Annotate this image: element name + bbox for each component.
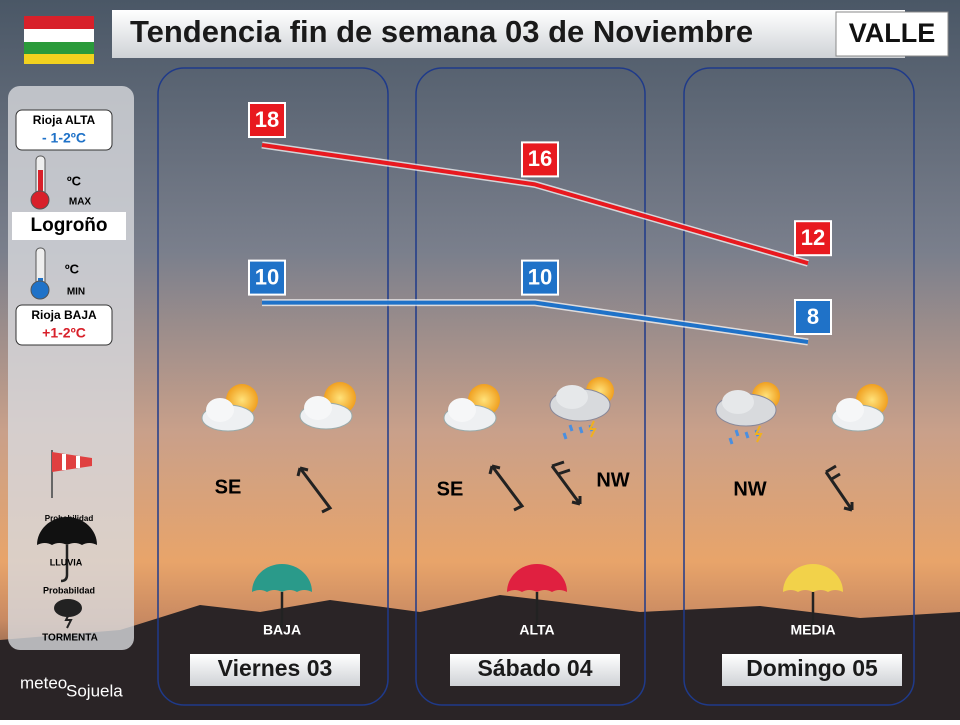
temperature-line — [262, 300, 809, 344]
day-name: Sábado 04 — [477, 655, 592, 681]
storm-prob-label: Probabildad — [43, 585, 95, 595]
temperature-chart: 18 16 12 10 10 8 — [248, 102, 832, 346]
value-label: 12 — [801, 225, 825, 250]
wind-arrow — [296, 466, 333, 514]
title-bar — [112, 10, 905, 58]
thermometer-min — [30, 247, 50, 300]
value-box — [521, 259, 559, 296]
brand-1: meteo — [20, 673, 67, 692]
rain-probability: MEDIA — [790, 622, 835, 638]
day-panel — [415, 67, 646, 706]
wind-direction: NW — [596, 469, 629, 491]
value-box — [248, 102, 286, 138]
city-box — [12, 212, 126, 240]
thermometer-max — [30, 155, 50, 210]
value-label: 8 — [807, 304, 819, 329]
day-panel — [157, 67, 389, 706]
value-label: 18 — [255, 107, 279, 132]
wind-direction: NW — [733, 478, 766, 500]
value-label: 16 — [528, 146, 552, 171]
flag-logo — [24, 16, 94, 64]
wind-direction: SE — [437, 478, 464, 500]
alta-label: Rioja ALTA — [33, 113, 96, 127]
wind-arrow — [824, 464, 854, 512]
wind-direction: SE — [215, 476, 242, 498]
value-label: 10 — [528, 264, 552, 289]
storm-icon — [54, 599, 82, 629]
baja-box — [15, 304, 113, 346]
alta-box — [15, 109, 113, 151]
rain-probability: BAJA — [263, 622, 301, 638]
city: Logroño — [30, 215, 107, 236]
storm-label: TORMENTA — [42, 633, 98, 644]
zone-box — [835, 11, 949, 57]
title: Tendencia fin de semana 03 de Noviembre — [130, 14, 753, 49]
rain-probability: ALTA — [519, 622, 554, 638]
brand-2: Sojuela — [66, 681, 123, 700]
min-label: MIN — [67, 287, 85, 298]
zone: VALLE — [849, 18, 936, 48]
max-label: MAX — [69, 197, 92, 208]
value-box — [248, 259, 286, 296]
windsock — [51, 450, 92, 498]
day-name: Domingo 05 — [746, 655, 878, 681]
temperature-line — [261, 143, 809, 266]
baja-label: Rioja BAJA — [31, 308, 97, 322]
max-unit: ºC — [67, 173, 82, 188]
baja-value: +1-2ºC — [42, 325, 86, 341]
rain-label: LLUVIA — [50, 557, 83, 567]
day-bar — [722, 654, 902, 686]
day-name: Viernes 03 — [218, 655, 333, 681]
day-bar — [190, 654, 360, 686]
value-label: 10 — [255, 264, 279, 289]
day-panel — [683, 67, 915, 706]
alta-value: - 1-2ºC — [42, 130, 86, 146]
value-box — [521, 141, 559, 178]
value-box — [794, 299, 832, 335]
value-box — [794, 220, 832, 257]
min-unit: ºC — [65, 261, 80, 276]
wind-arrow — [550, 460, 582, 506]
day-bar — [450, 654, 620, 686]
wind-arrow — [488, 464, 525, 512]
